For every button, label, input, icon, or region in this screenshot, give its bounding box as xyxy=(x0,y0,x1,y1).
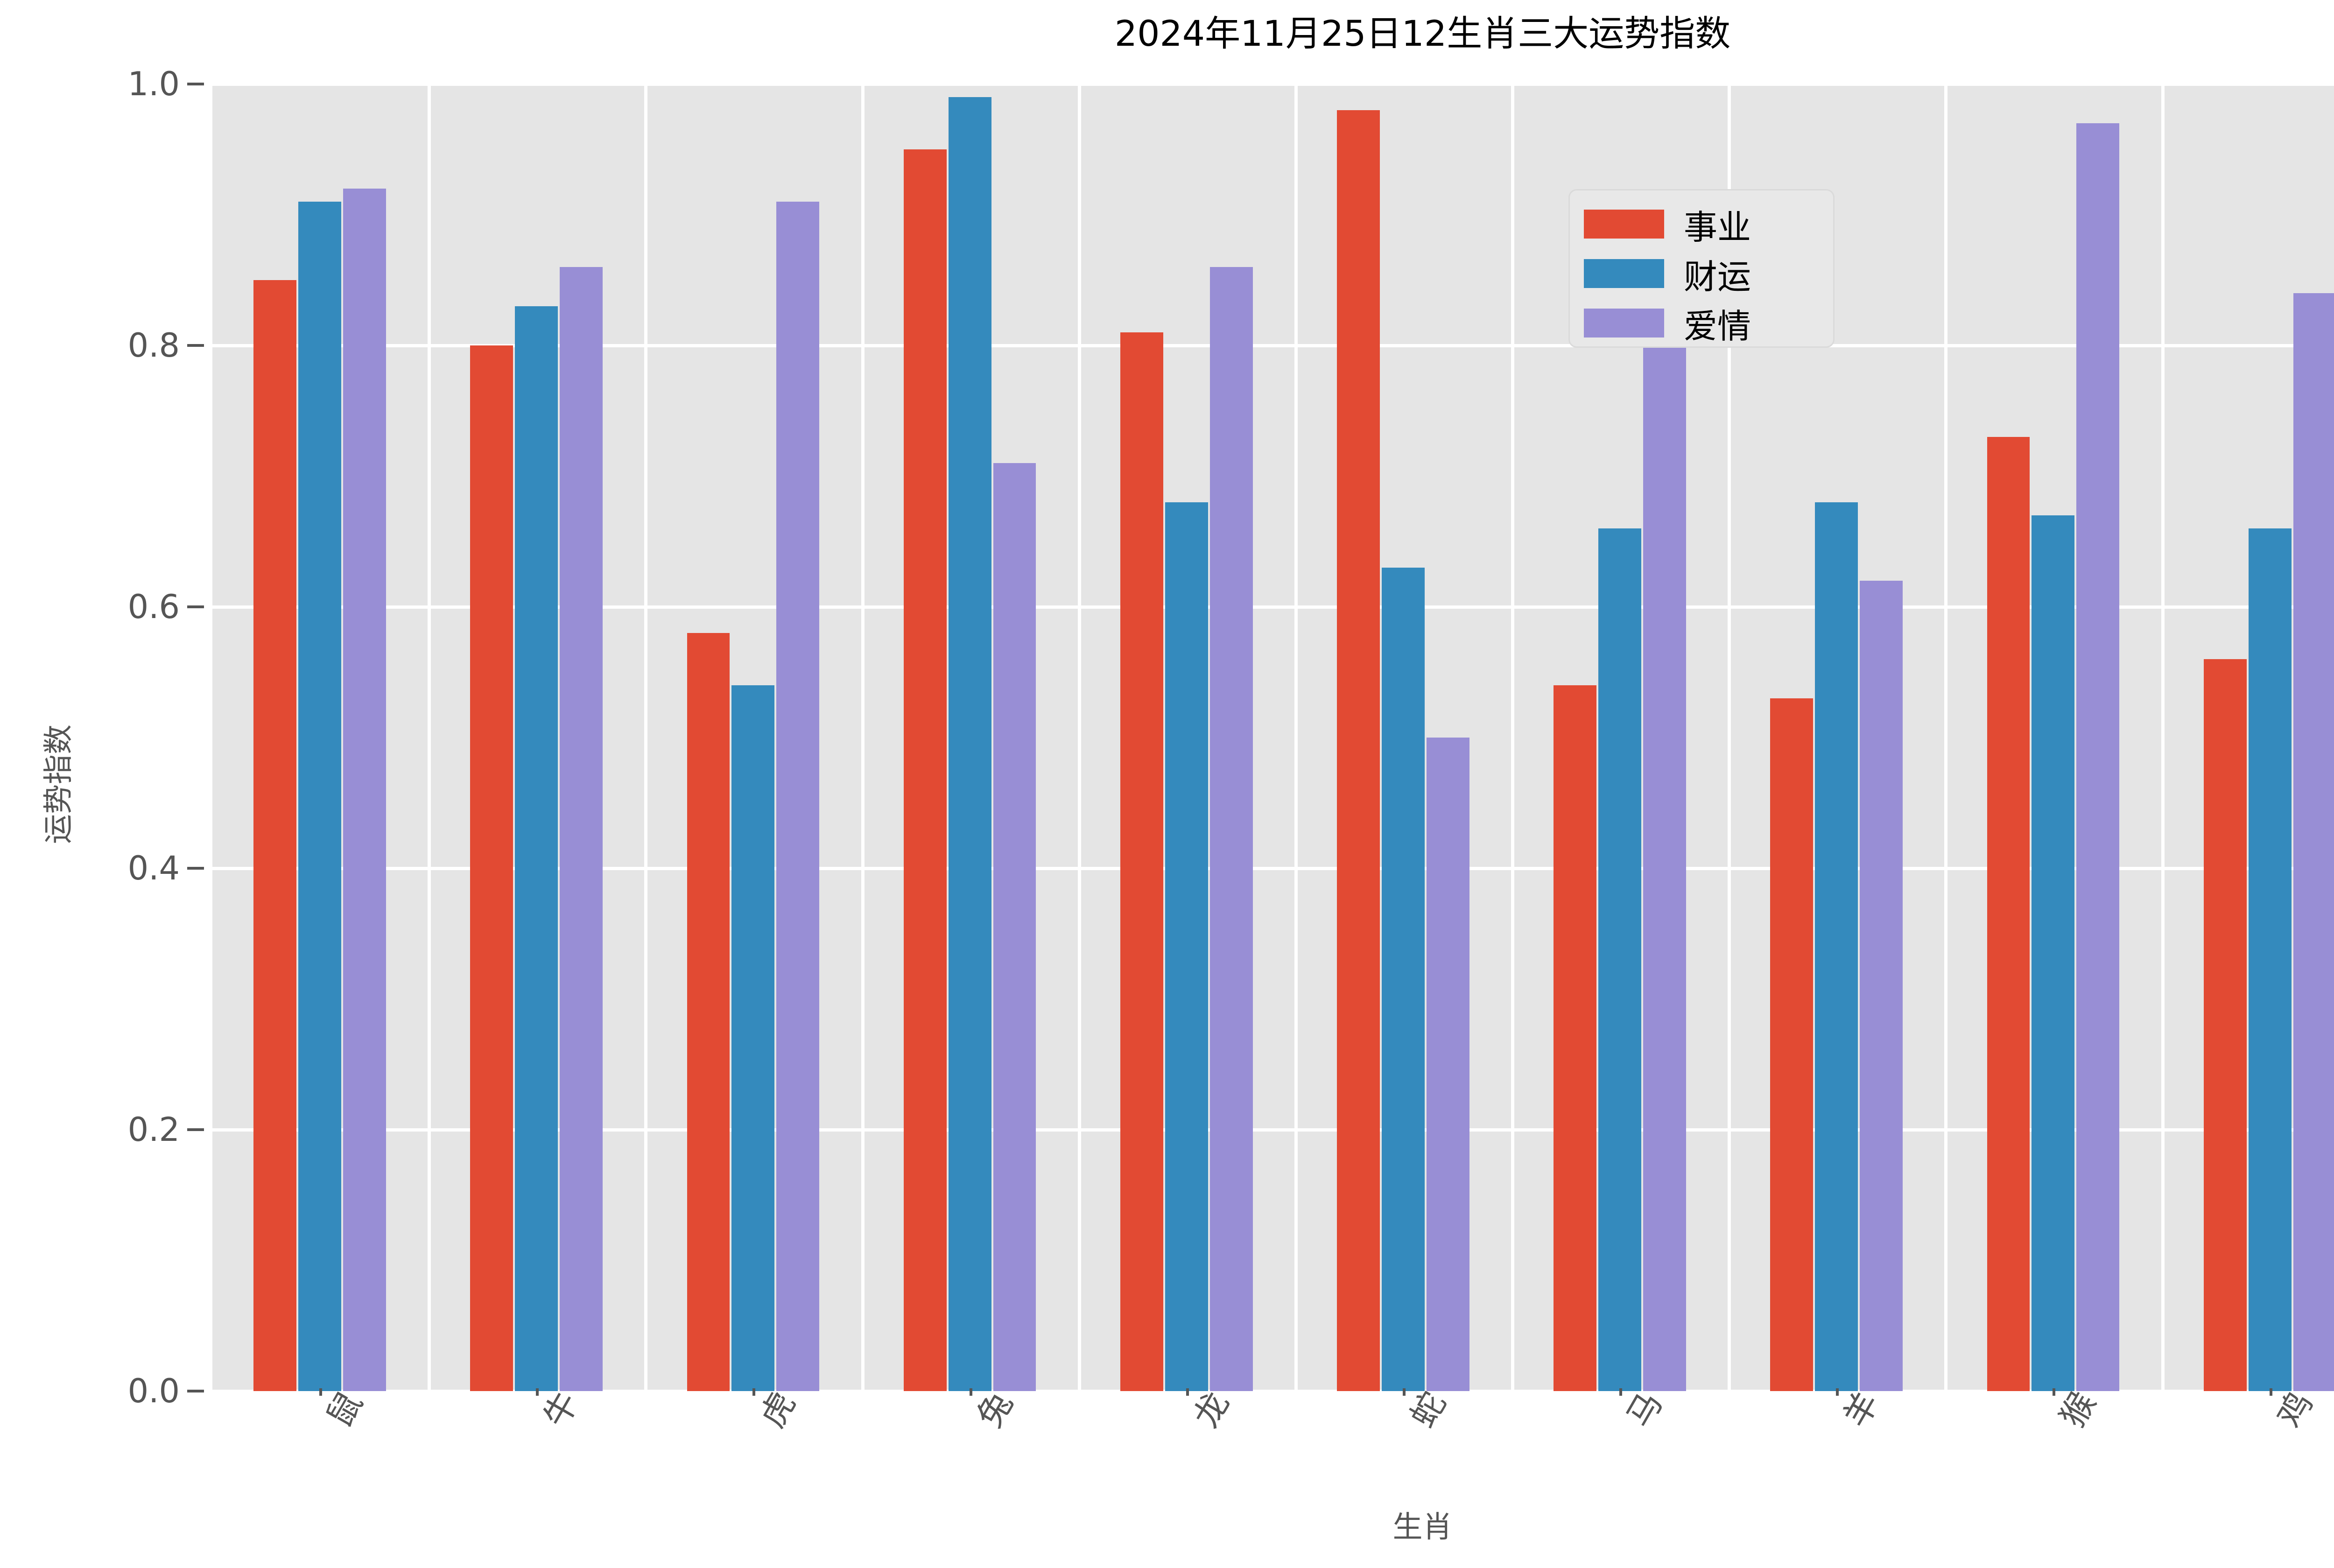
y-tick-mark-0 xyxy=(187,1390,204,1392)
bar-龙-爱情 xyxy=(1209,267,1253,1391)
legend-item-1: 财运 xyxy=(1584,253,1819,296)
bar-马-财运 xyxy=(1598,528,1642,1391)
gridline-x-4 xyxy=(1077,84,1081,1391)
bar-羊-爱情 xyxy=(1860,581,1903,1391)
gridline-x-3 xyxy=(861,84,865,1391)
bar-鸡-财运 xyxy=(2248,528,2292,1391)
bar-虎-事业 xyxy=(687,633,730,1391)
y-tick-label-2: 0.4 xyxy=(127,849,180,887)
bar-猴-财运 xyxy=(2032,515,2075,1391)
y-tick-mark-1 xyxy=(187,1128,204,1131)
x-tick-mark-4 xyxy=(1186,1388,1189,1396)
gridline-y-0 xyxy=(212,1390,2334,1393)
bar-羊-事业 xyxy=(1770,698,1814,1391)
y-tick-label-0: 0.0 xyxy=(127,1372,180,1410)
bar-兔-事业 xyxy=(903,149,947,1391)
x-tick-mark-8 xyxy=(2053,1388,2056,1396)
legend-label-love: 爱情 xyxy=(1684,306,1751,346)
gridline-y-5 xyxy=(212,83,2334,86)
y-tick-label-5: 1.0 xyxy=(127,65,180,103)
bar-龙-财运 xyxy=(1165,502,1208,1391)
y-tick-mark-2 xyxy=(187,867,204,870)
y-tick-mark-4 xyxy=(187,344,204,347)
x-tick-mark-3 xyxy=(969,1388,972,1396)
x-tick-mark-6 xyxy=(1619,1388,1623,1396)
bar-牛-事业 xyxy=(470,345,513,1391)
x-axis-title: 生肖 xyxy=(1392,1510,1453,1545)
bar-马-爱情 xyxy=(1643,280,1686,1391)
chart-legend[interactable]: 事业 财运 爱情 xyxy=(1568,189,1835,348)
x-tick-mark-7 xyxy=(1836,1388,1839,1396)
bar-蛇-爱情 xyxy=(1426,738,1469,1391)
gridline-x-6 xyxy=(1511,84,1514,1391)
chart-title: 2024年11月25日12生肖三大运势指数 xyxy=(1114,13,1731,54)
gridline-x-9 xyxy=(2161,84,2165,1391)
bar-蛇-事业 xyxy=(1337,110,1380,1391)
legend-item-0: 事业 xyxy=(1584,204,1819,247)
y-axis-tick-layer: 0.0 0.2 0.4 0.6 0.8 1.0 xyxy=(0,65,212,1410)
y-tick-label-4: 0.8 xyxy=(127,326,180,365)
y-tick-label-3: 0.6 xyxy=(127,588,180,626)
bar-鸡-事业 xyxy=(2203,659,2247,1391)
y-axis-title: 运势指数 xyxy=(42,724,76,844)
x-axis-tick-layer: 鼠牛虎兔龙蛇马羊猴鸡狗猪 xyxy=(212,1385,2334,1517)
legend-swatch-wealth xyxy=(1584,259,1664,288)
legend-swatch-career xyxy=(1584,210,1664,239)
bar-羊-财运 xyxy=(1815,502,1858,1391)
gridline-y-1 xyxy=(212,1128,2334,1132)
x-tick-mark-1 xyxy=(536,1388,539,1396)
bar-兔-财运 xyxy=(948,97,991,1391)
bar-鼠-爱情 xyxy=(343,189,386,1391)
bar-兔-爱情 xyxy=(993,463,1036,1391)
x-tick-mark-5 xyxy=(1402,1388,1406,1396)
gridline-y-3 xyxy=(212,605,2334,609)
gridline-x-7 xyxy=(1728,84,1731,1391)
y-tick-mark-5 xyxy=(187,83,204,85)
bar-鸡-爱情 xyxy=(2293,293,2334,1391)
gridline-x-8 xyxy=(1944,84,1948,1391)
bar-鼠-财运 xyxy=(298,202,342,1391)
bar-牛-爱情 xyxy=(560,267,603,1391)
x-tick-mark-0 xyxy=(319,1388,323,1396)
bar-牛-财运 xyxy=(515,306,558,1391)
bar-猴-爱情 xyxy=(2076,123,2120,1391)
bar-猴-事业 xyxy=(1987,437,2030,1391)
legend-swatch-love xyxy=(1584,309,1664,338)
gridline-x-2 xyxy=(644,84,648,1391)
bar-马-事业 xyxy=(1554,685,1597,1391)
bar-虎-财运 xyxy=(731,685,775,1391)
y-tick-mark-3 xyxy=(187,605,204,608)
x-tick-mark-9 xyxy=(2269,1388,2272,1396)
bar-龙-事业 xyxy=(1120,332,1163,1391)
y-tick-label-1: 0.2 xyxy=(127,1111,180,1149)
gridline-y-4 xyxy=(212,344,2334,347)
gridline-y-2 xyxy=(212,867,2334,870)
legend-label-career: 事业 xyxy=(1684,207,1751,247)
plot-area: 事业 财运 爱情 xyxy=(212,83,2334,1393)
gridline-x-1 xyxy=(428,84,431,1391)
bar-虎-爱情 xyxy=(776,202,820,1391)
bar-蛇-财运 xyxy=(1381,568,1425,1391)
bar-鼠-事业 xyxy=(253,280,297,1391)
legend-item-2: 爱情 xyxy=(1584,302,1819,346)
x-tick-mark-2 xyxy=(752,1388,756,1396)
gridline-x-5 xyxy=(1294,84,1298,1391)
legend-label-wealth: 财运 xyxy=(1684,257,1751,296)
